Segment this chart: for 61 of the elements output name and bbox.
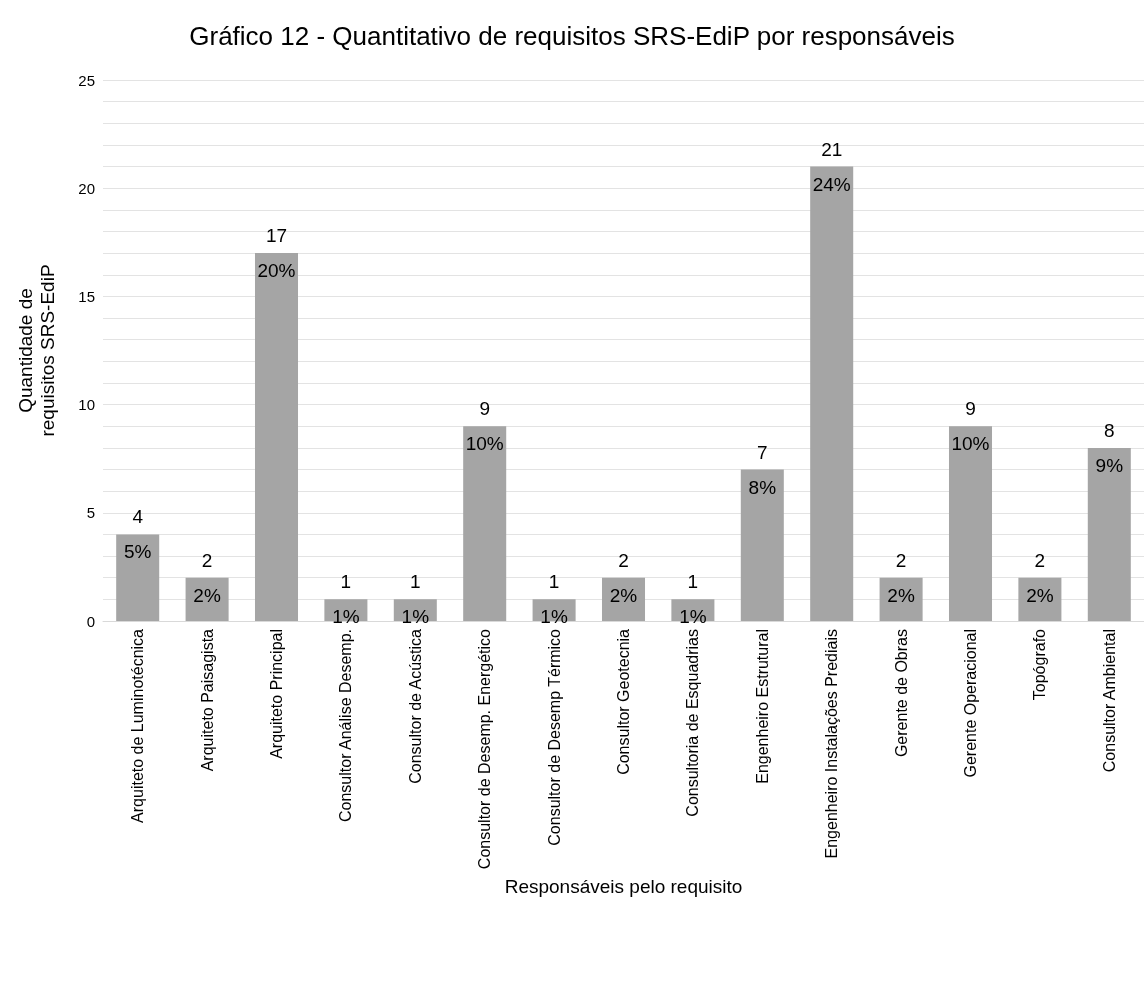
annotation: 10% [465, 433, 504, 455]
annotation: 5% [123, 541, 152, 563]
y-axis-title: Quantidade de requisitos SRS-EdiP [14, 264, 58, 437]
x-tick-label: Consultor Geotecnia [615, 628, 632, 775]
annotation: 1% [401, 606, 430, 628]
data-label: 1 [548, 571, 560, 593]
annotation: 2% [887, 584, 915, 606]
x-tick-label: Arquiteto Paisagista [198, 628, 216, 772]
x-axis-title: Responsáveis pelo requisito [504, 876, 743, 898]
x-tick-label: Arquiteto de Luminotécnica [129, 628, 147, 823]
x-tick-label: Engenheiro Instalações Prediais [823, 629, 841, 859]
bar [948, 426, 993, 621]
data-label: 4 [132, 506, 144, 528]
bar [254, 253, 299, 621]
data-label: 1 [340, 571, 352, 593]
data-label: 21 [821, 138, 843, 160]
x-tick-label: Consultor Análise Desemp. [337, 629, 355, 822]
annotation: 2% [193, 584, 221, 606]
y-tick-label: 10 [78, 396, 95, 414]
data-label: 7 [757, 441, 768, 463]
x-tick-label: Gerente Operacional [962, 629, 979, 778]
annotation: 1% [540, 606, 568, 628]
y-tick-label: 5 [86, 504, 95, 522]
annotation: 20% [257, 260, 296, 282]
data-label: 9 [965, 398, 976, 420]
x-tick-label: Topógrafo [1031, 628, 1049, 701]
x-tick-label: Consultoria de Esquadrias [684, 629, 702, 817]
annotation: 10% [951, 433, 990, 455]
bar [463, 426, 507, 621]
annotation: 8% [748, 476, 777, 498]
data-label: 1 [687, 571, 699, 593]
y-tick-label: 0 [86, 612, 95, 630]
y-tick-label: 25 [78, 71, 95, 89]
x-tick-label: Consultor de Desemp Térmico [545, 628, 563, 846]
annotation: 2% [1026, 584, 1054, 606]
data-label: 1 [410, 571, 421, 593]
bar [810, 166, 854, 621]
annotation: 9% [1095, 454, 1124, 476]
bar [1087, 447, 1131, 621]
data-label: 2 [618, 549, 629, 571]
x-tick-label: Arquiteto Principal [268, 629, 285, 759]
y-tick-label: 20 [78, 179, 95, 197]
x-tick-label: Consultor de Acústica [406, 628, 424, 784]
y-tick-label: 15 [78, 287, 95, 305]
x-tick-label: Engenheiro Estrutural [753, 629, 771, 784]
annotation: 2% [609, 584, 638, 606]
data-label: 17 [265, 225, 288, 247]
chart-title: Gráfico 12 - Quantitativo de requisitos SRS-EdiP por responsáveis [189, 21, 955, 51]
x-tick-label: Consultor Ambiental [1100, 629, 1118, 773]
bar [740, 469, 784, 621]
data-label: 2 [895, 549, 907, 571]
annotation: 1% [679, 606, 707, 628]
data-label: 8 [1104, 419, 1115, 441]
data-label: 9 [479, 398, 490, 420]
annotation: 24% [812, 173, 851, 195]
annotation: 1% [332, 606, 360, 628]
data-label: 2 [201, 549, 213, 571]
x-tick-label: Gerente de Obras [892, 629, 910, 758]
x-tick-label: Consultor de Desemp. Energético [476, 628, 494, 870]
data-label: 2 [1034, 549, 1046, 571]
bar [116, 534, 160, 621]
